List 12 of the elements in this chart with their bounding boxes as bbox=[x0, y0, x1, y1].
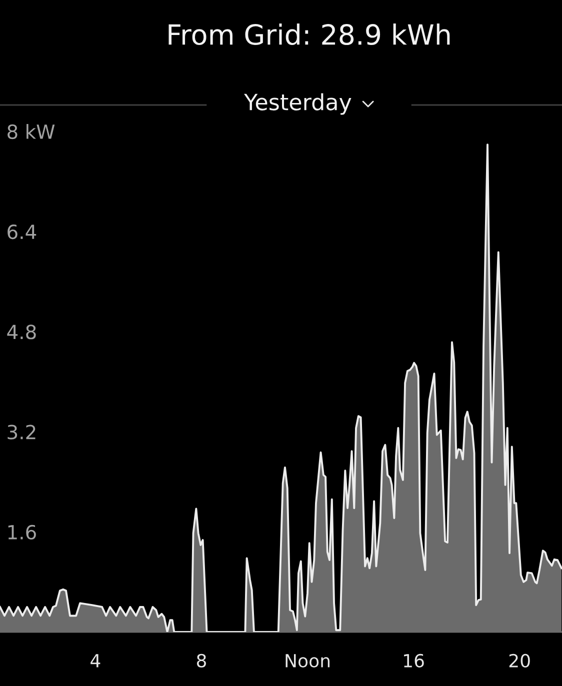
x-tick-label: 8 bbox=[196, 654, 206, 668]
y-tick-label: 4.8 bbox=[7, 324, 36, 340]
y-tick-label: 1.6 bbox=[8, 524, 36, 540]
text: From Grid: 28.9 kWh bbox=[168, 24, 450, 46]
x-tick-label: Noon bbox=[286, 654, 330, 668]
text: Yesterday bbox=[244, 93, 352, 115]
y-tick-label: 3.2 bbox=[8, 424, 36, 440]
y-tick-label: 6.4 bbox=[8, 224, 36, 240]
y-tick-label: 8 kW bbox=[8, 124, 55, 140]
x-tick-label: 4 bbox=[90, 654, 100, 668]
x-tick-label: 20 bbox=[509, 654, 530, 668]
x-tick-label: 16 bbox=[404, 654, 424, 668]
